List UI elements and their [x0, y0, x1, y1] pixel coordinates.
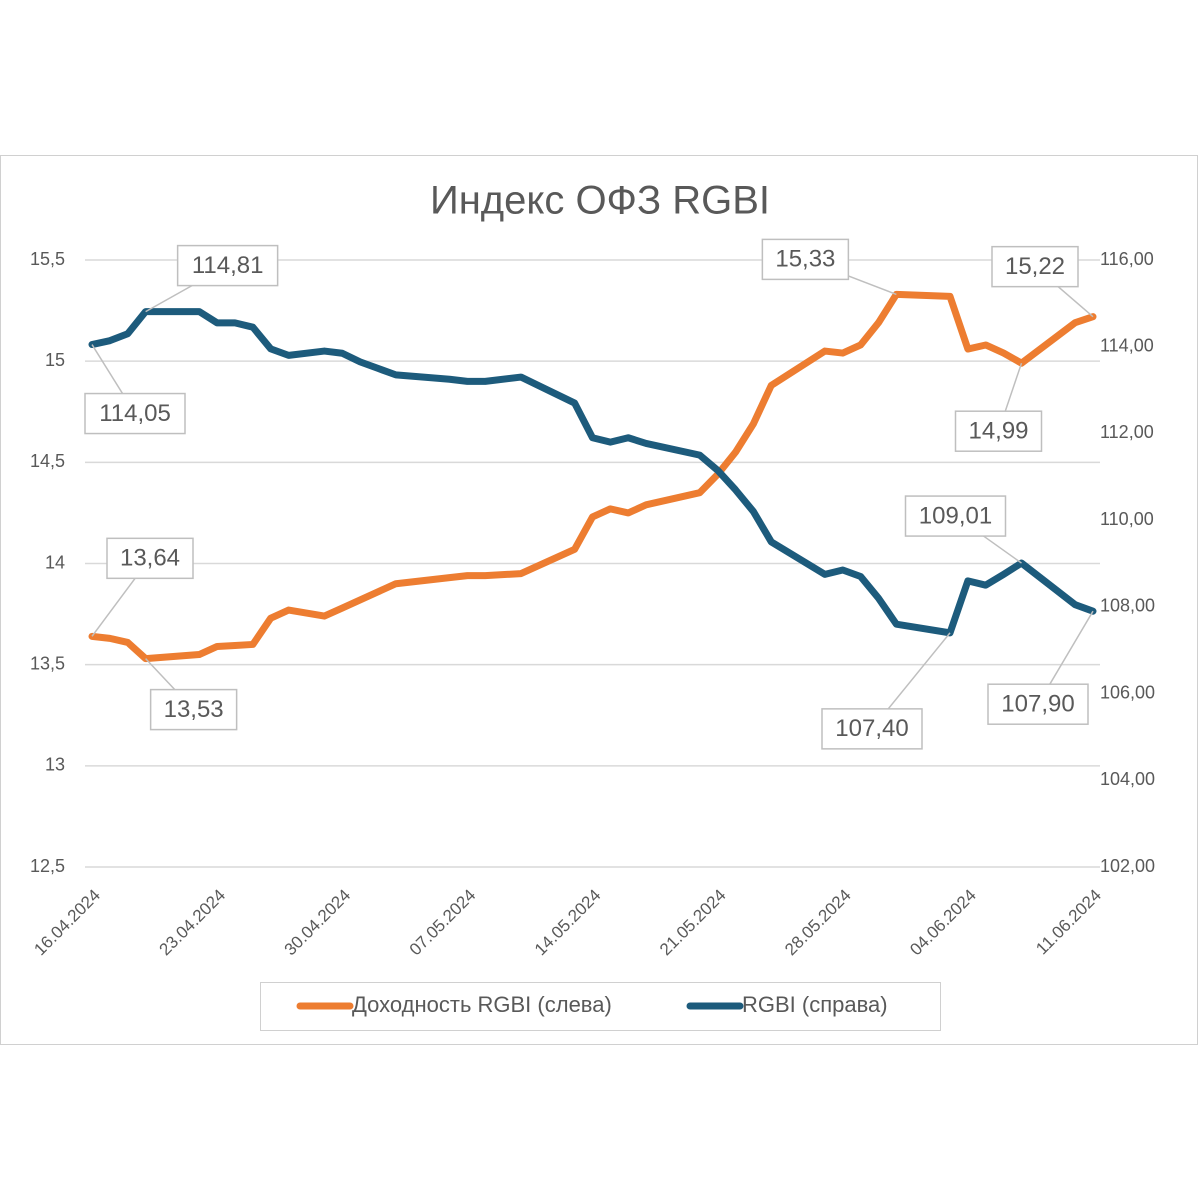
data-label-box: [84, 392, 186, 435]
y2-tick-label: 104,00: [1100, 769, 1155, 789]
data-label-text: 14,99: [968, 418, 1028, 445]
y-tick-label: 15,5: [30, 249, 65, 269]
data-label-text: 107,40: [835, 715, 908, 742]
data-label: 114,81: [176, 244, 279, 287]
data-label: 107,90: [987, 683, 1089, 725]
data-label-box: [149, 688, 238, 731]
data-label-box: [176, 244, 279, 287]
data-label-text: 15,22: [1005, 253, 1065, 280]
data-label-box: [987, 683, 1089, 725]
y-tick-label: 12,5: [30, 856, 65, 876]
legend-label: Доходность RGBI (слева): [352, 992, 612, 1017]
data-label: 109,01: [904, 495, 1007, 537]
data-label-box: [991, 245, 1079, 288]
data-label-text: 114,81: [192, 252, 264, 279]
y-tick-label: 14: [45, 552, 65, 572]
series-line: [88, 290, 1097, 663]
data-label-text: 13,64: [120, 545, 180, 572]
data-label-box: [821, 708, 923, 750]
chart-title: Индекс ОФЗ RGBI: [430, 179, 770, 223]
data-label-text: 109,01: [919, 502, 992, 529]
y2-tick-label: 108,00: [1100, 596, 1155, 616]
data-label-text: 13,53: [164, 696, 224, 723]
data-label-box: [761, 238, 850, 281]
data-label: 114,05: [84, 392, 186, 435]
y2-tick-label: 114,00: [1100, 335, 1154, 355]
chart-area: [0, 155, 1198, 1045]
y-tick-label: 13,5: [30, 653, 65, 673]
y-tick-label: 14,5: [30, 451, 65, 471]
y2-tick-label: 106,00: [1100, 682, 1155, 702]
data-label-text: 107,90: [1001, 691, 1074, 718]
y-tick-label: 15: [45, 350, 65, 370]
data-label-text: 15,33: [775, 246, 835, 273]
data-label: 15,33: [761, 238, 850, 281]
y2-tick-label: 102,00: [1100, 856, 1155, 876]
series-line: [88, 308, 1097, 637]
data-label-text: 114,05: [99, 400, 171, 427]
data-label: 13,53: [149, 688, 238, 731]
data-label: 107,40: [821, 708, 923, 750]
data-label: 13,64: [106, 537, 194, 580]
data-label-box: [904, 495, 1007, 537]
y2-tick-label: 112,00: [1100, 422, 1154, 442]
data-label-box: [106, 537, 194, 580]
data-label-box: [954, 410, 1043, 452]
legend: [260, 982, 941, 1031]
y2-tick-label: 110,00: [1100, 509, 1154, 529]
data-label: 14,99: [954, 410, 1043, 452]
legend-label: RGBI (справа): [742, 992, 888, 1017]
data-label: 15,22: [991, 245, 1079, 288]
y2-tick-label: 116,00: [1100, 249, 1154, 269]
y-tick-label: 13: [45, 755, 65, 775]
